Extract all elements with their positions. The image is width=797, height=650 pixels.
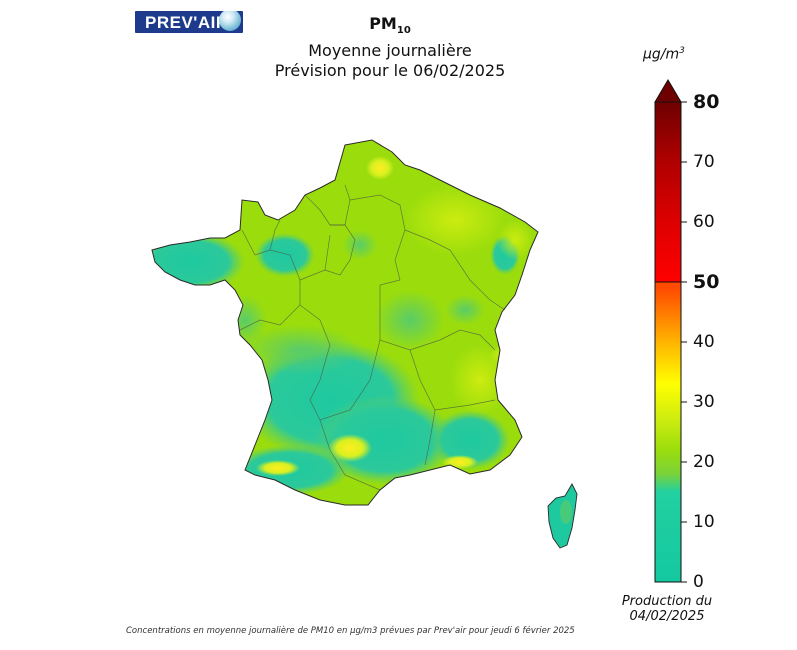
- corsica-inland: [560, 500, 572, 524]
- colorbar-tick-marks: [681, 101, 687, 583]
- map-caption: Concentrations en moyenne journalière de…: [126, 626, 575, 636]
- colorbar-tick-label: 80: [693, 91, 720, 113]
- colorbar-tick-label: 30: [693, 392, 715, 412]
- hotspot-pau: [256, 460, 300, 476]
- zone-champagne: [405, 185, 505, 255]
- hotspot-toulouse: [328, 434, 372, 462]
- hotspot-lille: [366, 156, 394, 180]
- prevair-logo: PREV'AIR: [135, 11, 243, 33]
- colorbar-tick-label: 40: [693, 332, 715, 352]
- zone-normandy-south: [255, 233, 315, 277]
- zone-alsace-north: [497, 220, 533, 260]
- map-title: PM10 Moyenne journalière Prévision pour …: [240, 14, 540, 81]
- colorbar-tick-label: 50: [693, 271, 720, 293]
- zone-alps: [450, 345, 510, 415]
- colorbar-extend-triangle: [654, 79, 682, 103]
- france-coastline: [151, 139, 539, 506]
- zone-paris-south: [342, 230, 378, 260]
- region-borders: [239, 184, 506, 491]
- hotspot-marseille: [442, 455, 478, 469]
- colorbar: [654, 79, 687, 583]
- zone-south-central: [315, 395, 455, 485]
- title-subtitle: Moyenne journalière: [308, 41, 472, 61]
- zone-centre-west: [240, 325, 360, 375]
- globe-icon: [219, 11, 241, 31]
- title-forecast-date: Prévision pour le 06/02/2025: [274, 61, 506, 81]
- colorbar-tick-label: 10: [693, 512, 715, 532]
- title-pollutant: PM10: [369, 14, 411, 37]
- production-line1: Production du: [621, 594, 713, 609]
- colorbar-unit: µg/m3: [643, 46, 685, 63]
- production-date: Production du 04/02/2025: [612, 594, 722, 624]
- colorbar-tick-label: 0: [693, 572, 704, 592]
- colorbar-tick-label: 60: [693, 212, 715, 232]
- zone-bourgogne: [375, 290, 445, 350]
- colorbar-body: [654, 101, 682, 583]
- france-mainland: [152, 140, 538, 505]
- zone-jura: [445, 295, 485, 325]
- colorbar-tick-label: 20: [693, 452, 715, 472]
- zone-provence: [430, 410, 510, 470]
- logo-text: PREV'AIR: [145, 13, 229, 32]
- colorbar-tick-label: 70: [693, 152, 715, 172]
- production-line2: 04/02/2025: [629, 609, 705, 624]
